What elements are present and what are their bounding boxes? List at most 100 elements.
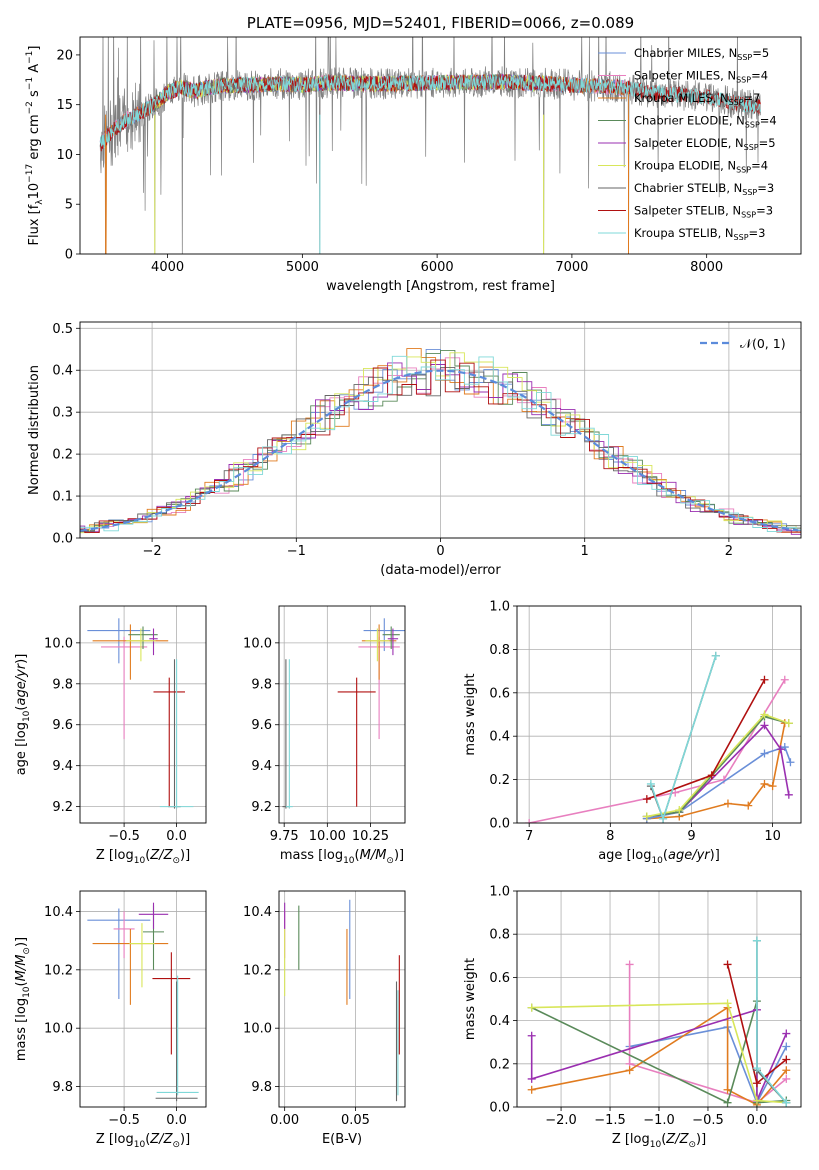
y-tick-label: 9.4 xyxy=(52,759,73,774)
y-tick-label: 10.2 xyxy=(44,963,73,978)
age-vs-mass-axes: 9.75 10.00 10.25 9.2 9.4 9.6 9.8 10.0 xyxy=(243,606,405,844)
x-tick-label: 7 xyxy=(525,829,533,844)
marker-kroupa-stelib xyxy=(646,779,655,788)
legend-label: Chabrier MILES, NSSP=5 xyxy=(634,46,769,62)
marker-salpeter-elodie xyxy=(784,790,793,799)
x-tick-label: 8000 xyxy=(690,260,723,275)
y-tick-label: 1.0 xyxy=(489,885,510,900)
marker-kroupa-miles xyxy=(723,799,732,808)
x-tick-label: −0.5 xyxy=(692,1113,724,1128)
x-tick-label: −0.5 xyxy=(108,1113,140,1128)
y-tick-label: 1.0 xyxy=(489,600,510,615)
y-tick-label: 9.8 xyxy=(251,677,272,692)
y-tick-label: 10.2 xyxy=(243,963,272,978)
y-tick-label: 0.4 xyxy=(489,1014,510,1029)
y-tick-label: 9.2 xyxy=(251,800,272,815)
legend-label: Kroupa ELODIE, NSSP=4 xyxy=(634,159,768,175)
marker-chabrier-miles xyxy=(760,749,769,758)
marker-salpeter-stelib xyxy=(752,1079,761,1088)
model-spectrum-kroupa-stelib xyxy=(99,74,761,149)
marker-kroupa-stelib xyxy=(659,814,668,823)
histogram-legend: 𝒩(0, 1) xyxy=(700,336,786,351)
y-axis-label: Normed distribution xyxy=(27,365,42,495)
age-vs-Z-axes: −0.5 0.0 9.2 9.4 9.6 9.8 10.0 xyxy=(44,606,206,844)
age-vs-mass-errorbars xyxy=(282,618,405,809)
y-axis-label: mass weight xyxy=(463,958,478,1040)
marker-kroupa-miles xyxy=(723,1085,732,1094)
legend-label: Salpeter MILES, NSSP=4 xyxy=(634,69,768,85)
x-tick-label: 1 xyxy=(581,544,589,559)
marker-salpeter-stelib xyxy=(723,960,732,969)
model-spectrum-salpeter-stelib xyxy=(100,73,761,152)
x-tick-label: 10.25 xyxy=(352,829,389,844)
marker-chabrier-miles xyxy=(782,1042,791,1051)
marker-kroupa-miles xyxy=(782,1066,791,1075)
x-tick-label: −1.0 xyxy=(643,1113,675,1128)
marker-chabrier-miles xyxy=(786,758,795,767)
observed-spectrum xyxy=(99,37,761,254)
legend-label: Chabrier STELIB, NSSP=3 xyxy=(634,181,774,197)
y-tick-label: 10.4 xyxy=(243,905,272,920)
mass-weight-vs-age-axes: 7 8 9 10 0.0 0.2 0.4 0.6 0.8 1.0 xyxy=(489,600,801,844)
y-tick-label: 0.0 xyxy=(489,1101,510,1116)
marker-kroupa-miles xyxy=(760,779,769,788)
axes-frame xyxy=(79,605,207,824)
marker-salpeter-miles xyxy=(525,819,534,823)
legend-label: Salpeter ELODIE, NSSP=5 xyxy=(634,136,776,152)
marker-kroupa-stelib xyxy=(782,1098,791,1107)
x-tick-label: −2.0 xyxy=(545,1113,577,1128)
axes-frame xyxy=(516,890,802,1108)
marker-salpeter-stelib xyxy=(760,675,769,684)
marker-kroupa-elodie xyxy=(723,999,732,1008)
marker-kroupa-elodie xyxy=(527,1003,536,1012)
age-vs-Z-errorbars xyxy=(87,618,194,809)
legend-label: Salpeter STELIB, NSSP=3 xyxy=(634,204,773,220)
y-tick-label: 0.4 xyxy=(52,364,73,379)
marker-salpeter-miles xyxy=(780,675,789,684)
y-tick-label: 0.2 xyxy=(489,1057,510,1072)
y-axis-label: Flux [fλ10−17 erg cm−2 s−1 A−1] xyxy=(25,46,45,246)
marker-kroupa-stelib xyxy=(752,936,761,945)
residuals-axes: −2 −1 0 1 2 0.0 0.1 0.2 0.3 0.4 0.5 xyxy=(52,322,801,559)
y-tick-label: 0.0 xyxy=(52,532,73,547)
series-kroupa-elodie xyxy=(646,713,790,818)
x-axis-label: Z [log10(Z/Z⊙)] xyxy=(612,1132,706,1150)
y-tick-label: 0.5 xyxy=(52,322,73,337)
series-salpeter-miles xyxy=(628,964,787,1104)
axes-frame xyxy=(278,890,406,1108)
legend-label: Chabrier ELODIE, NSSP=4 xyxy=(634,114,777,130)
y-tick-label: 10.0 xyxy=(44,636,73,651)
legend-label: Kroupa MILES, NSSP=7 xyxy=(634,91,760,107)
histogram-kroupa-stelib xyxy=(80,355,801,533)
axes-frame xyxy=(79,890,207,1108)
y-tick-label: 9.6 xyxy=(52,718,73,733)
y-tick-label: 9.8 xyxy=(251,1080,272,1095)
y-tick-label: 5 xyxy=(65,198,73,213)
y-axis-label: age [log10(age/yr)] xyxy=(14,654,32,776)
x-axis-label: mass [log10(M/M⊙)] xyxy=(280,848,404,866)
series-chabrier-stelib xyxy=(756,940,787,1104)
y-tick-label: 9.8 xyxy=(52,677,73,692)
marker-salpeter-elodie xyxy=(527,1074,536,1083)
marker-salpeter-elodie xyxy=(776,745,785,754)
axes-frame xyxy=(79,36,802,255)
axes-frame xyxy=(516,605,802,824)
mass-vs-Z-errorbars xyxy=(87,902,199,1102)
y-tick-label: 9.8 xyxy=(52,1080,73,1095)
x-tick-label: 0.05 xyxy=(341,1113,370,1128)
spectrum-lines xyxy=(99,37,761,254)
series-chabrier-miles xyxy=(646,746,792,820)
marker-kroupa-miles xyxy=(768,782,777,791)
mass-vs-Z-axes: −0.5 0.0 9.8 10.0 10.2 10.4 xyxy=(44,891,206,1128)
marker-chabrier-miles xyxy=(780,743,789,752)
y-tick-label: 20 xyxy=(56,48,73,63)
y-tick-label: 9.2 xyxy=(52,800,73,815)
spectrum-legend: Chabrier MILES, NSSP=5 Salpeter MILES, NS… xyxy=(598,46,777,242)
y-tick-label: 0.2 xyxy=(489,773,510,788)
y-tick-label: 0.1 xyxy=(52,490,73,505)
x-axis-label: Z [log10(Z/Z⊙)] xyxy=(96,848,190,866)
marker-kroupa-miles xyxy=(527,1085,536,1094)
marker-salpeter-miles xyxy=(782,1074,791,1083)
x-axis-label: E(B-V) xyxy=(322,1132,362,1147)
x-tick-label: −0.5 xyxy=(108,829,140,844)
